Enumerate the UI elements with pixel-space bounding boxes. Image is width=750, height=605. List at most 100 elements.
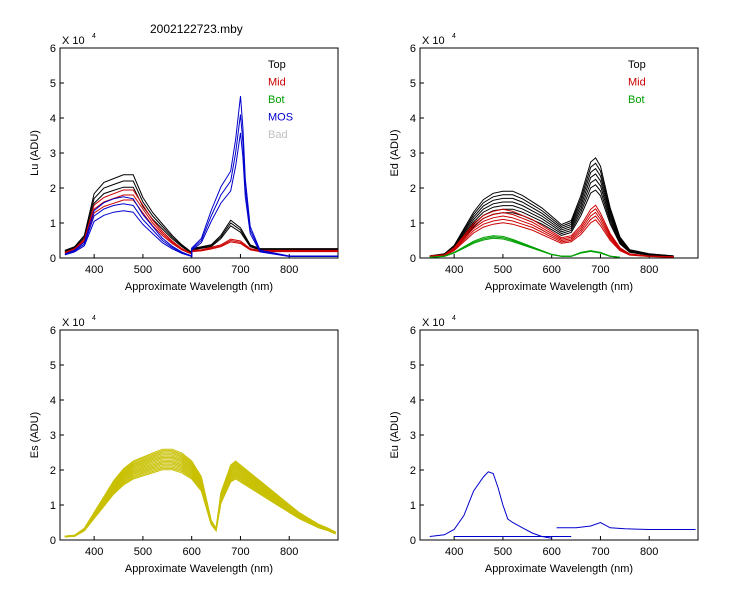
ed-y-tick-label: 0 (410, 253, 416, 265)
eu-x-tick-label: 800 (640, 546, 658, 558)
lu-x-tick-label: 700 (231, 264, 249, 276)
es-x-tick-label: 500 (134, 546, 152, 558)
es-y-axis-label: Es (ADU) (29, 412, 41, 458)
eu-exponent-base: X 10 (422, 317, 445, 329)
eu-y-tick-label: 0 (410, 535, 416, 547)
ed-y-tick-label: 2 (410, 183, 416, 195)
ed-legend-bot: Bot (628, 94, 645, 106)
lu-legend-bad: Bad (268, 129, 288, 141)
eu-y-tick-label: 6 (410, 325, 416, 337)
lu-y-tick-label: 1 (50, 218, 56, 230)
lu-y-tick-label: 3 (50, 148, 56, 160)
ed-x-tick-label: 400 (445, 264, 463, 276)
ed-exponent-base: X 10 (422, 35, 445, 47)
ed-y-tick-label: 5 (410, 78, 416, 90)
eu-y-axis-label: Eu (ADU) (389, 411, 401, 458)
lu-series-line-top (64, 180, 338, 254)
ed-exponent-power: 4 (452, 33, 456, 40)
es-y-tick-label: 4 (50, 395, 56, 407)
lu-legend-bot: Bot (268, 94, 285, 106)
ed-y-tick-label: 1 (410, 218, 416, 230)
eu-x-tick-label: 600 (543, 546, 561, 558)
ed-y-tick-label: 4 (410, 113, 416, 125)
lu-series-line-top (64, 186, 338, 255)
lu-y-tick-label: 4 (50, 113, 56, 125)
lu-series-line-mos (64, 96, 338, 257)
ed-y-tick-label: 6 (410, 43, 416, 55)
eu-exponent-power: 4 (452, 315, 456, 322)
ed-series-line-top (429, 184, 674, 257)
es-y-tick-label: 6 (50, 325, 56, 337)
lu-x-tick-label: 800 (280, 264, 298, 276)
lu-series-line-mid (64, 194, 338, 255)
lu-x-axis-label: Approximate Wavelength (nm) (125, 281, 273, 293)
lu-y-tick-label: 2 (50, 183, 56, 195)
ed-legend-mid: Mid (628, 77, 646, 89)
es-exponent-power: 4 (92, 315, 96, 322)
lu-legend-top: Top (268, 59, 286, 71)
ed-y-axis-label: Ed (ADU) (389, 129, 401, 176)
ed-x-tick-label: 600 (543, 264, 561, 276)
lu-series-line-top (64, 174, 338, 254)
ed-series-line-bot (429, 235, 621, 258)
lu-series-line-mos (64, 114, 338, 258)
es-x-tick-label: 600 (183, 546, 201, 558)
lu-y-tick-label: 0 (50, 253, 56, 265)
lu-exponent-base: X 10 (62, 35, 85, 47)
eu-series-line-eu-red (556, 521, 696, 530)
es-exponent-base: X 10 (62, 317, 85, 329)
lu-exponent-power: 4 (92, 33, 96, 40)
ed-series-line-mid (429, 208, 674, 258)
ed-series-line-top (429, 167, 674, 257)
ed-x-tick-label: 500 (494, 264, 512, 276)
es-y-tick-label: 2 (50, 465, 56, 477)
lu-x-tick-label: 400 (85, 264, 103, 276)
lu-y-tick-label: 6 (50, 43, 56, 55)
es-x-tick-label: 400 (85, 546, 103, 558)
lu-series-line-mid (64, 189, 338, 255)
lu-y-tick-label: 5 (50, 78, 56, 90)
ed-series-line-mid (429, 211, 674, 258)
es-y-tick-label: 5 (50, 360, 56, 372)
eu-x-tick-label: 400 (445, 546, 463, 558)
es-y-tick-label: 3 (50, 430, 56, 442)
lu-legend-mid: Mid (268, 77, 286, 89)
ed-y-tick-label: 3 (410, 148, 416, 160)
ed-series-line-mid (429, 219, 674, 258)
eu-y-tick-label: 2 (410, 465, 416, 477)
ed-series-line-top (429, 162, 674, 257)
eu-y-tick-label: 3 (410, 430, 416, 442)
ed-series-line-top (429, 173, 674, 257)
ed-series-line-top (429, 189, 674, 258)
lu-x-tick-label: 500 (134, 264, 152, 276)
lu-legend-mos: MOS (268, 112, 293, 124)
eu-x-tick-label: 700 (591, 546, 609, 558)
eu-plot-frame (419, 329, 699, 541)
eu-x-axis-label: Approximate Wavelength (nm) (485, 563, 633, 575)
es-x-tick-label: 700 (231, 546, 249, 558)
ed-x-tick-label: 700 (591, 264, 609, 276)
figure-title: 2002122723.mby (150, 22, 243, 36)
eu-x-tick-label: 500 (494, 546, 512, 558)
es-x-tick-label: 800 (280, 546, 298, 558)
lu-plot-frame (59, 47, 339, 259)
lu-x-tick-label: 600 (183, 264, 201, 276)
ed-series-line-top (429, 178, 674, 257)
ed-series-line-mid (429, 204, 674, 258)
ed-series-line-mid (429, 215, 674, 258)
ed-legend-top: Top (628, 59, 646, 71)
es-x-axis-label: Approximate Wavelength (nm) (125, 563, 273, 575)
es-y-tick-label: 1 (50, 500, 56, 512)
eu-y-tick-label: 1 (410, 500, 416, 512)
ed-x-tick-label: 800 (640, 264, 658, 276)
es-y-tick-label: 0 (50, 535, 56, 547)
eu-y-tick-label: 5 (410, 360, 416, 372)
ed-x-axis-label: Approximate Wavelength (nm) (485, 281, 633, 293)
eu-y-tick-label: 4 (410, 395, 416, 407)
lu-y-axis-label: Lu (ADU) (29, 130, 41, 176)
eu-series-line-eu (429, 471, 552, 539)
ed-series-line-top (429, 157, 674, 257)
es-series-line-es (64, 448, 336, 537)
